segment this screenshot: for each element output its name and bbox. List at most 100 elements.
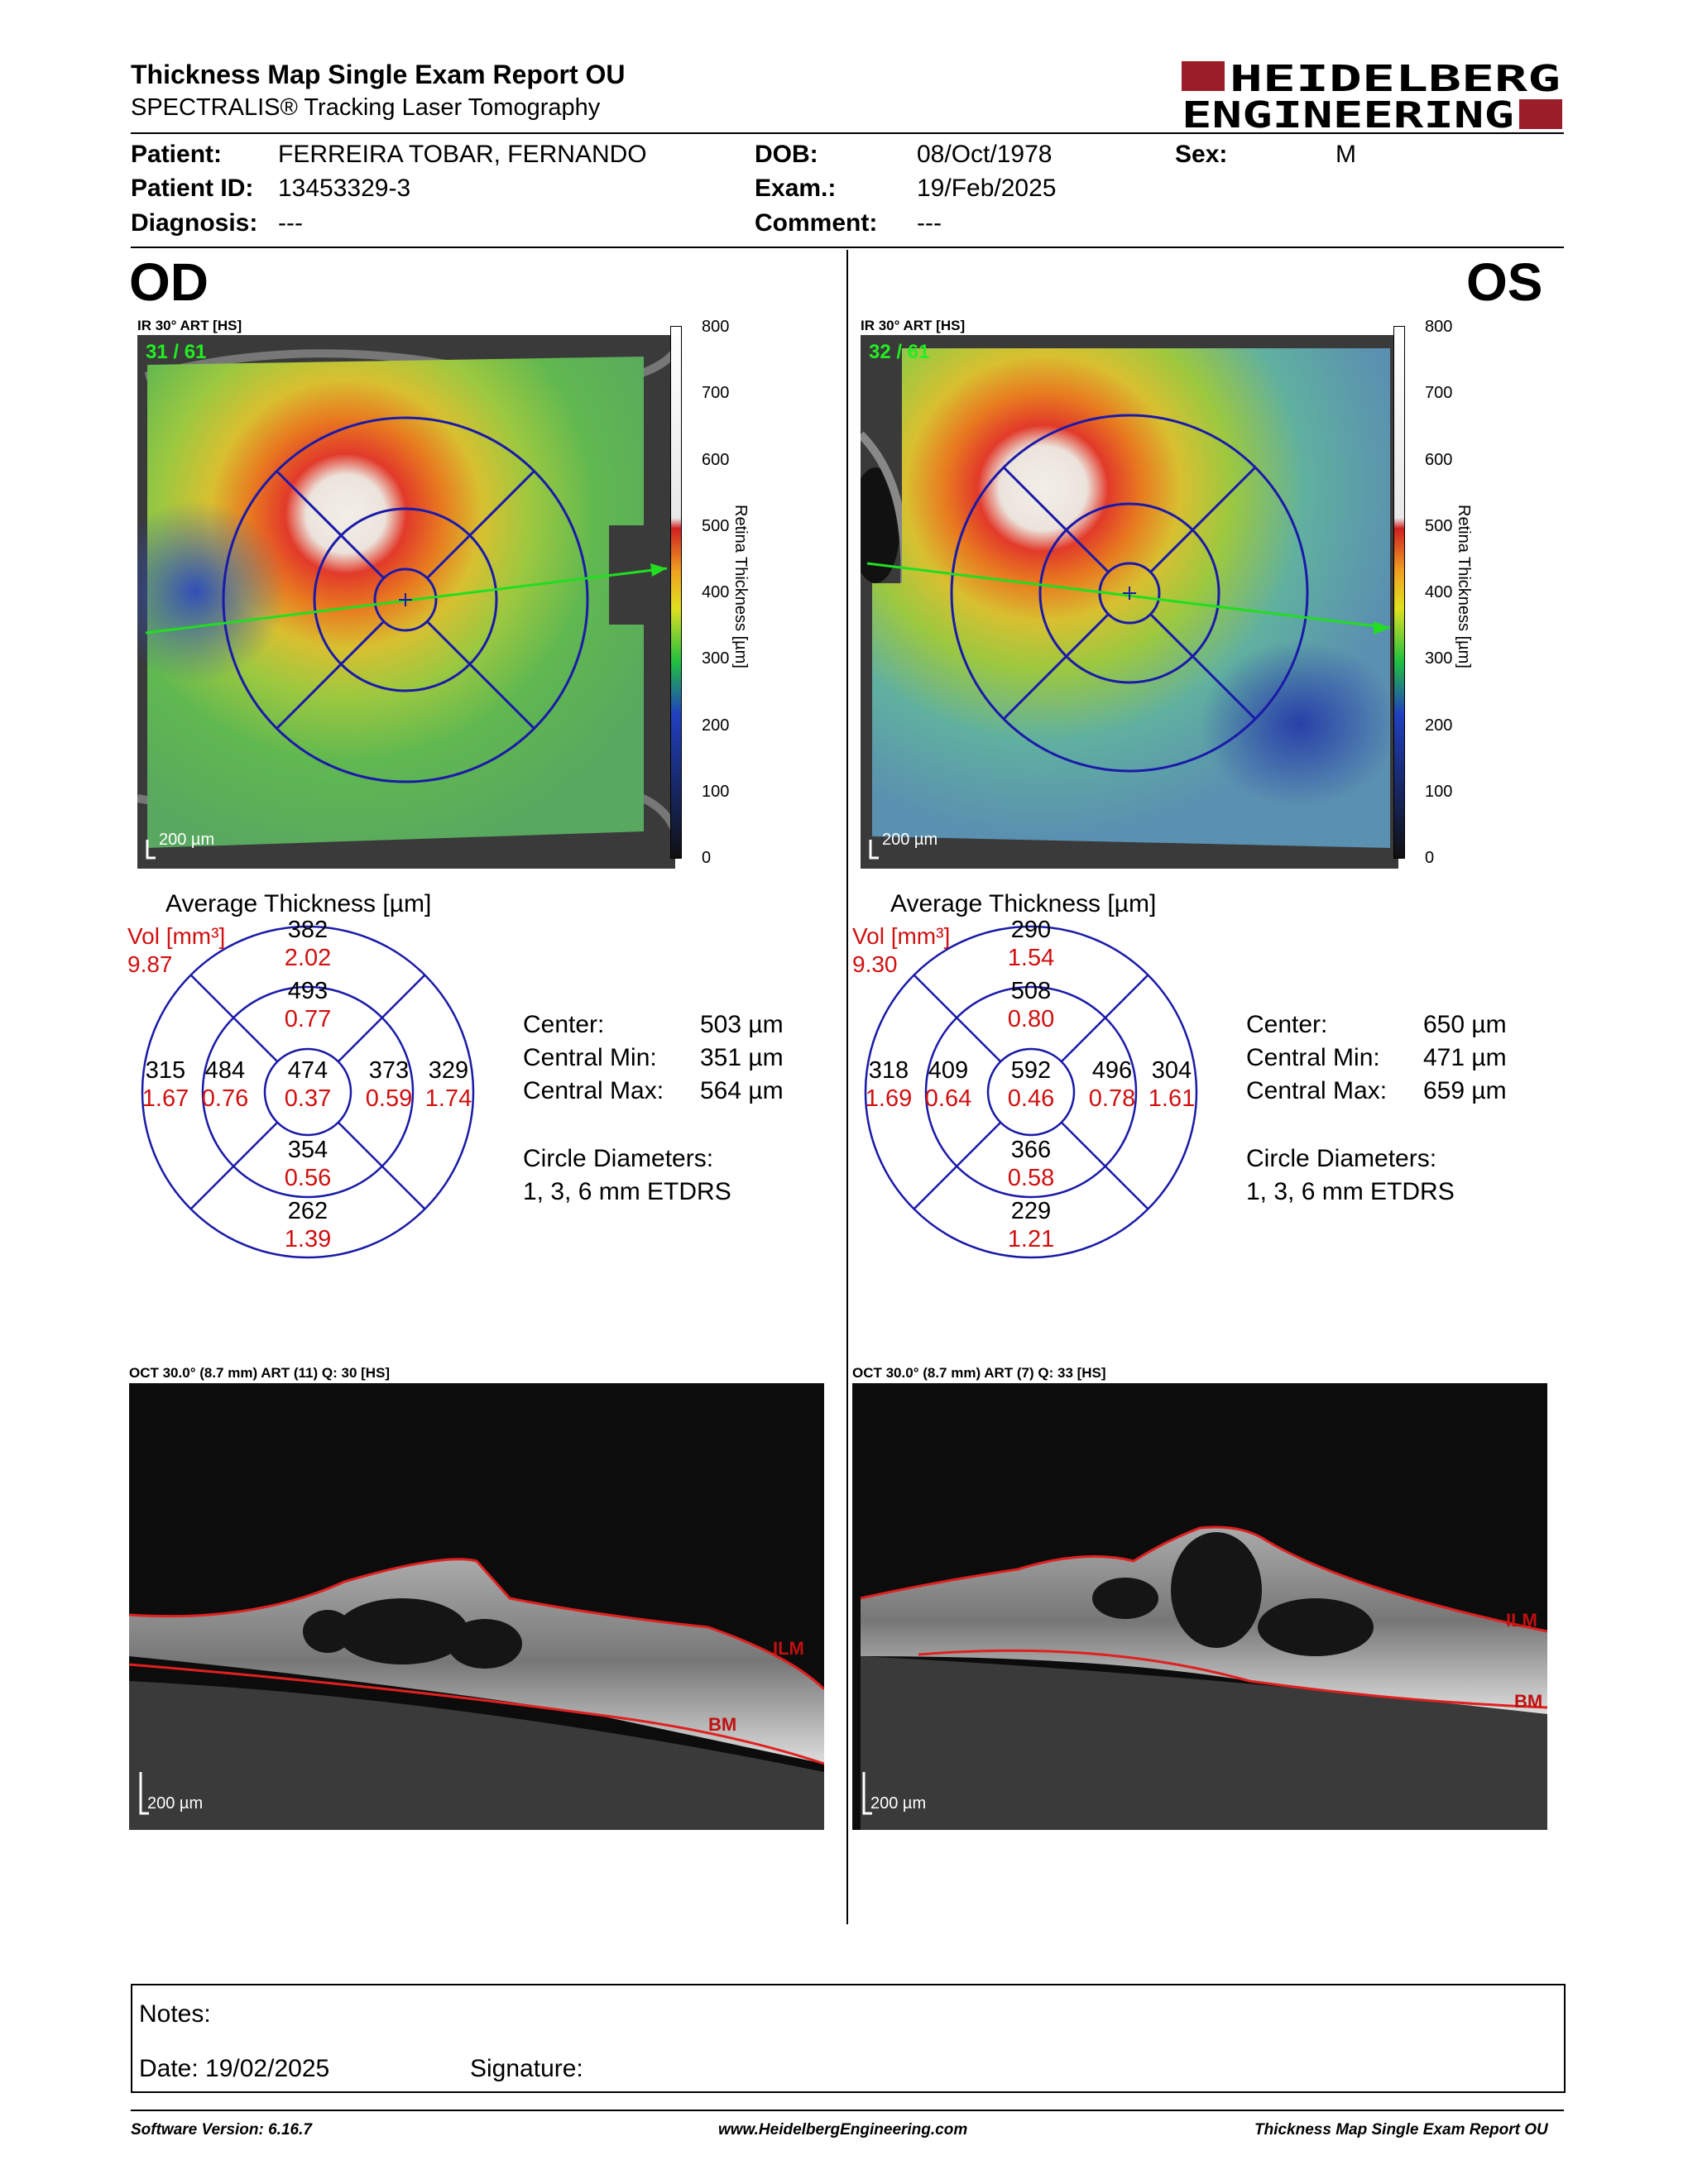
dob-label: DOB: <box>755 141 818 168</box>
os-colorbar-tick: 300 <box>1425 649 1453 668</box>
os-center-label: Center: <box>1246 1011 1328 1038</box>
os-circle-value: 1, 3, 6 mm ETDRS <box>1246 1178 1455 1205</box>
od-sector-volume: 1.74 <box>424 1085 472 1112</box>
od-oct-label: OCT 30.0° (8.7 mm) ART (11) Q: 30 [HS] <box>129 1365 391 1381</box>
od-colorbar-tick: 300 <box>702 649 730 668</box>
patient-value: FERREIRA TOBAR, FERNANDO <box>278 141 647 168</box>
od-vol-label: Vol [mm³] <box>127 923 226 949</box>
date-label: Date: 19/02/2025 <box>139 2055 330 2082</box>
os-colorbar-tick: 500 <box>1425 516 1453 535</box>
od-cmin-value: 351 µm <box>700 1044 784 1071</box>
od-colorbar-tick: 0 <box>702 849 712 867</box>
patient-id-value: 13453329-3 <box>278 175 411 202</box>
diagnosis-value: --- <box>278 209 303 237</box>
os-sector-volume: 1.69 <box>865 1085 913 1112</box>
os-vol-value: 9.30 <box>852 951 898 977</box>
os-sector-volume: 1.61 <box>1148 1085 1196 1112</box>
comment-value: --- <box>917 209 942 237</box>
heidelberg-logo: HEIDELBERG ENGINEERING <box>1182 58 1562 131</box>
od-colorbar-tick: 200 <box>702 716 730 735</box>
od-sector-thickness: 329 <box>428 1057 469 1084</box>
diagnosis-label: Diagnosis: <box>131 209 258 237</box>
notes-label: Notes: <box>139 2000 211 2028</box>
od-circle-label: Circle Diameters: <box>523 1145 714 1172</box>
eye-divider <box>846 250 848 1924</box>
os-sector-thickness: 409 <box>928 1057 969 1084</box>
os-sector-thickness: 496 <box>1091 1057 1133 1084</box>
od-colorbar <box>670 326 682 859</box>
od-sector-thickness: 493 <box>287 978 328 1004</box>
od-avg-title: Average Thickness [µm] <box>165 890 432 917</box>
os-cmax-label: Central Max: <box>1246 1077 1388 1104</box>
os-oct-label: OCT 30.0° (8.7 mm) ART (7) Q: 33 [HS] <box>852 1365 1106 1381</box>
od-scale-label: 200 µm <box>159 831 214 849</box>
comment-label: Comment: <box>755 209 878 237</box>
od-sector-volume: 0.59 <box>365 1085 413 1112</box>
od-etdrs-grid <box>141 925 475 1259</box>
od-center-label: Center: <box>523 1011 605 1038</box>
od-colorbar-tick: 500 <box>702 516 730 535</box>
os-sector-thickness: 318 <box>868 1057 909 1084</box>
os-avg-title: Average Thickness [µm] <box>890 890 1157 917</box>
footer-website[interactable]: www.HeidelbergEngineering.com <box>718 2121 968 2138</box>
od-sector-volume: 1.67 <box>141 1085 189 1112</box>
od-sector-thickness: 474 <box>287 1057 328 1084</box>
os-sector-volume: 1.54 <box>1007 945 1055 971</box>
signature-label: Signature: <box>470 2055 583 2082</box>
od-sector-volume: 0.76 <box>201 1085 249 1112</box>
os-thickness-map: 32 / 61 200 µm <box>861 335 1398 869</box>
os-cmin-value: 471 µm <box>1423 1044 1507 1071</box>
os-eye-label: OS <box>1466 252 1543 312</box>
od-colorbar-tick: 100 <box>702 782 730 801</box>
od-bm-label: BM <box>708 1714 736 1735</box>
exam-value: 19/Feb/2025 <box>917 175 1057 202</box>
os-colorbar-tick: 400 <box>1425 583 1453 601</box>
od-sector-thickness: 354 <box>287 1137 328 1163</box>
od-sector-thickness: 315 <box>145 1057 186 1084</box>
od-oct-scale: 200 µm <box>147 1794 203 1813</box>
os-sector-volume: 0.78 <box>1088 1085 1136 1112</box>
os-sector-thickness: 229 <box>1010 1198 1052 1224</box>
os-colorbar-tick: 800 <box>1425 318 1453 336</box>
os-colorbar-tick: 600 <box>1425 450 1453 469</box>
od-sector-thickness: 373 <box>368 1057 410 1084</box>
notes-box[interactable]: Notes: Date: 19/02/2025 Signature: <box>131 1984 1566 2093</box>
os-sector-thickness: 592 <box>1010 1057 1052 1084</box>
od-colorbar-axis-label: Retina Thickness [µm] <box>731 505 750 668</box>
od-colorbar-tick: 600 <box>702 450 730 469</box>
od-ilm-label: ILM <box>773 1638 804 1659</box>
patient-label: Patient: <box>131 141 223 168</box>
sex-label: Sex: <box>1175 141 1228 168</box>
od-eye-label: OD <box>129 252 209 312</box>
os-center-value: 650 µm <box>1423 1011 1507 1038</box>
od-colorbar-tick: 400 <box>702 583 730 601</box>
patient-divider <box>131 247 1564 248</box>
os-cmin-label: Central Min: <box>1246 1044 1380 1071</box>
logo-line1: HEIDELBERG <box>1230 58 1561 100</box>
os-cmax-value: 659 µm <box>1423 1077 1507 1104</box>
os-scale-label: 200 µm <box>882 831 938 849</box>
os-sector-volume: 1.21 <box>1007 1226 1055 1252</box>
os-circle-label: Circle Diameters: <box>1246 1145 1437 1172</box>
os-sector-volume: 0.58 <box>1007 1165 1055 1191</box>
os-sector-volume: 0.64 <box>924 1085 972 1112</box>
od-cmax-value: 564 µm <box>700 1077 784 1104</box>
od-sector-thickness: 484 <box>204 1057 246 1084</box>
logo-line2: ENGINEERING <box>1182 94 1514 131</box>
od-frame-counter: 31 / 61 <box>146 341 206 363</box>
os-sector-thickness: 366 <box>1010 1137 1052 1163</box>
od-colorbar-tick: 800 <box>702 318 730 336</box>
footer-software: Software Version: 6.16.7 <box>131 2121 312 2138</box>
os-ir-label: IR 30° ART [HS] <box>861 318 966 333</box>
os-sector-thickness: 290 <box>1010 917 1052 943</box>
os-ilm-label: ILM <box>1506 1610 1537 1631</box>
sex-value: M <box>1336 141 1356 168</box>
report-title: Thickness Map Single Exam Report OU <box>131 60 626 89</box>
od-colorbar-tick: 700 <box>702 384 730 403</box>
os-sector-thickness: 304 <box>1151 1057 1192 1084</box>
os-frame-counter: 32 / 61 <box>869 341 929 363</box>
report-subtitle: SPECTRALIS® Tracking Laser Tomography <box>131 94 601 121</box>
os-sector-volume: 0.80 <box>1007 1006 1055 1032</box>
footer-report: Thickness Map Single Exam Report OU <box>1254 2121 1548 2138</box>
od-cmax-label: Central Max: <box>523 1077 664 1104</box>
